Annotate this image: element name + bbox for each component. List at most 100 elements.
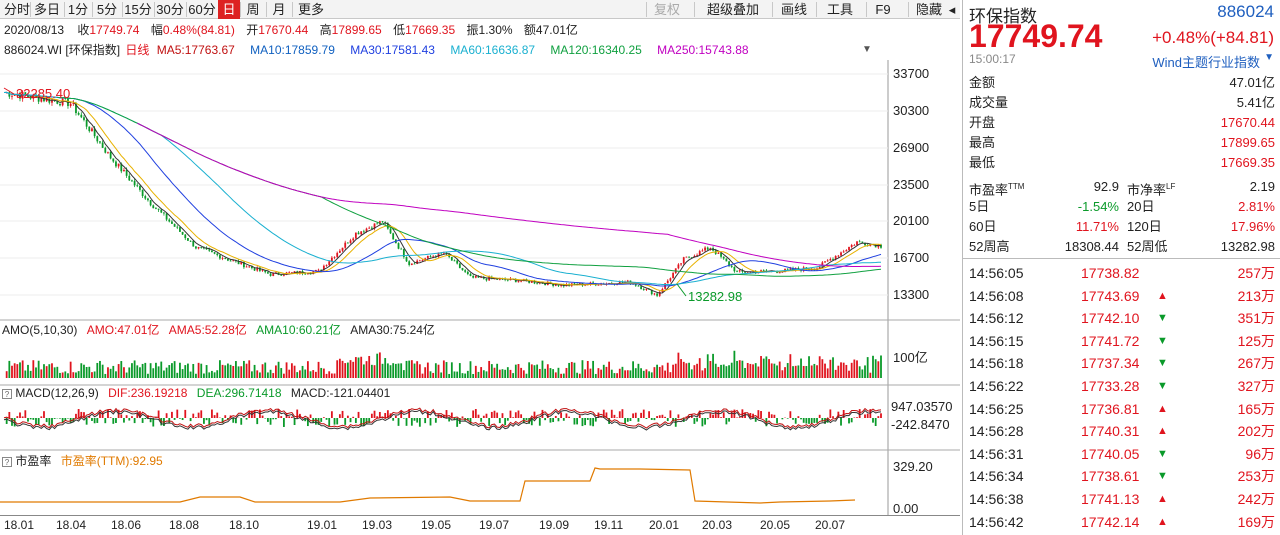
amo-bar [880, 355, 882, 378]
candle-body [464, 270, 467, 272]
macd-bar [856, 417, 858, 418]
candle-body [698, 251, 701, 255]
candle-body [845, 250, 848, 252]
candle-body [786, 268, 789, 270]
tool-button-3[interactable]: 工具 [826, 2, 853, 17]
amo-bar [866, 357, 869, 378]
macd-bar [626, 418, 629, 422]
kline-chart[interactable]: 33700 30300 26900 23500 20100 16700 13300 32285… [0, 60, 960, 515]
amo-bar [562, 373, 565, 378]
amo-bar [674, 363, 677, 378]
amo-bar [410, 360, 413, 378]
macd-bar [171, 411, 173, 418]
macd-bar [306, 418, 309, 427]
amo-bar [389, 365, 392, 378]
toolbar-separator [30, 2, 31, 17]
amo-bar [107, 367, 109, 378]
period-tab-6[interactable]: 60分 [188, 2, 216, 17]
macd-bar [144, 418, 147, 420]
tick-time: 14:56:12 [969, 310, 1024, 327]
tick-time: 14:56:22 [969, 378, 1024, 394]
macd-bar [605, 412, 608, 418]
period-tab-0[interactable]: 分时 [4, 2, 31, 17]
period-tab-4[interactable]: 15分 [124, 2, 152, 17]
macd-bar [552, 418, 555, 423]
source-dropdown-icon[interactable]: ▼ [1264, 52, 1274, 63]
candle-body [240, 262, 243, 265]
macd-bar [205, 418, 208, 421]
macd-bar [797, 416, 800, 418]
tool-button-5[interactable]: 隐藏 [915, 2, 942, 17]
macd-bar [5, 418, 8, 424]
candle-body [314, 269, 317, 272]
tool-button-2[interactable]: 画线 [780, 2, 807, 17]
amo-bar [448, 373, 451, 378]
amo-bar [498, 369, 501, 378]
amo-bar [800, 358, 802, 378]
period-tab-5[interactable]: 30分 [156, 2, 184, 17]
candle-body [112, 158, 115, 162]
tool-button-0[interactable]: 复权 [653, 2, 680, 17]
amo-bar [776, 365, 778, 378]
amo-bar [213, 372, 216, 378]
candle-body [333, 256, 336, 258]
ma60-line [3, 91, 882, 285]
ma-menu-icon[interactable]: ▼ [862, 44, 872, 55]
macd-bar [610, 409, 613, 418]
amo-bar [506, 367, 509, 378]
macd-bar [208, 418, 211, 426]
period-tab-7[interactable]: 日 [218, 0, 240, 19]
toolbar-separator [694, 2, 695, 17]
macd-legend: ? MACD(12,26,9) DIF:236.19218 DEA:296.71… [2, 386, 390, 400]
tool-button-1[interactable]: 超级叠加 [706, 2, 759, 17]
macd-bar [35, 418, 37, 425]
collapse-icon[interactable]: ◂ [948, 2, 956, 17]
macd-bar [53, 418, 56, 419]
period-tab-9[interactable]: 月 [272, 2, 286, 17]
candle-body [376, 223, 379, 225]
amo-bar [864, 365, 866, 378]
amo-bar [573, 362, 576, 378]
macd-bar [578, 415, 581, 418]
macd-bar [808, 418, 810, 424]
ma-legend-bar: 886024.WI [环保指数] 日线 MA5:17763.67 MA10:17… [0, 40, 960, 60]
period-tab-8[interactable]: 周 [246, 2, 260, 17]
period-tab-3[interactable]: 5分 [96, 2, 118, 17]
candle-body [437, 252, 440, 257]
macd-bar [666, 418, 669, 422]
macd-bar [344, 418, 347, 425]
macd-bar [83, 412, 85, 418]
amo-bar [259, 372, 261, 378]
candle-body [104, 147, 107, 153]
amo-bar [269, 369, 272, 378]
pe-help-icon[interactable]: ? [2, 457, 12, 467]
tick-volume: 267万 [1237, 355, 1275, 372]
macd-bar [669, 410, 672, 418]
period-tab-1[interactable]: 多日 [33, 2, 60, 17]
amo-bar [736, 360, 738, 378]
amo-bar [834, 369, 837, 378]
tool-button-4[interactable]: F9 [875, 2, 891, 17]
amo-bar [728, 365, 730, 378]
toolbar-separator [154, 2, 155, 17]
amo-bar [778, 361, 781, 378]
period-tab-10[interactable]: 更多 [297, 2, 324, 17]
amo-bar [733, 350, 736, 378]
source-link[interactable]: Wind主题行业指数 [1152, 55, 1260, 70]
dif-line [3, 407, 882, 429]
amo-bar [312, 370, 315, 378]
macd-bar [440, 415, 443, 418]
macd-help-icon[interactable]: ? [2, 389, 12, 399]
amo-bar [792, 366, 794, 378]
macd-bar [693, 418, 696, 424]
amo-bar [27, 364, 29, 378]
amo-bar [730, 362, 733, 378]
amo-bar [760, 356, 762, 378]
macd-bar [520, 414, 523, 418]
amo-bar [666, 362, 669, 378]
macd-bar [152, 418, 155, 427]
macd-y-tick-bottom: -242.8470 [891, 417, 950, 432]
period-tab-2[interactable]: 1分 [67, 2, 89, 17]
ama10-value: AMA10:60.21亿 [256, 323, 341, 337]
macd-bar [248, 410, 251, 418]
